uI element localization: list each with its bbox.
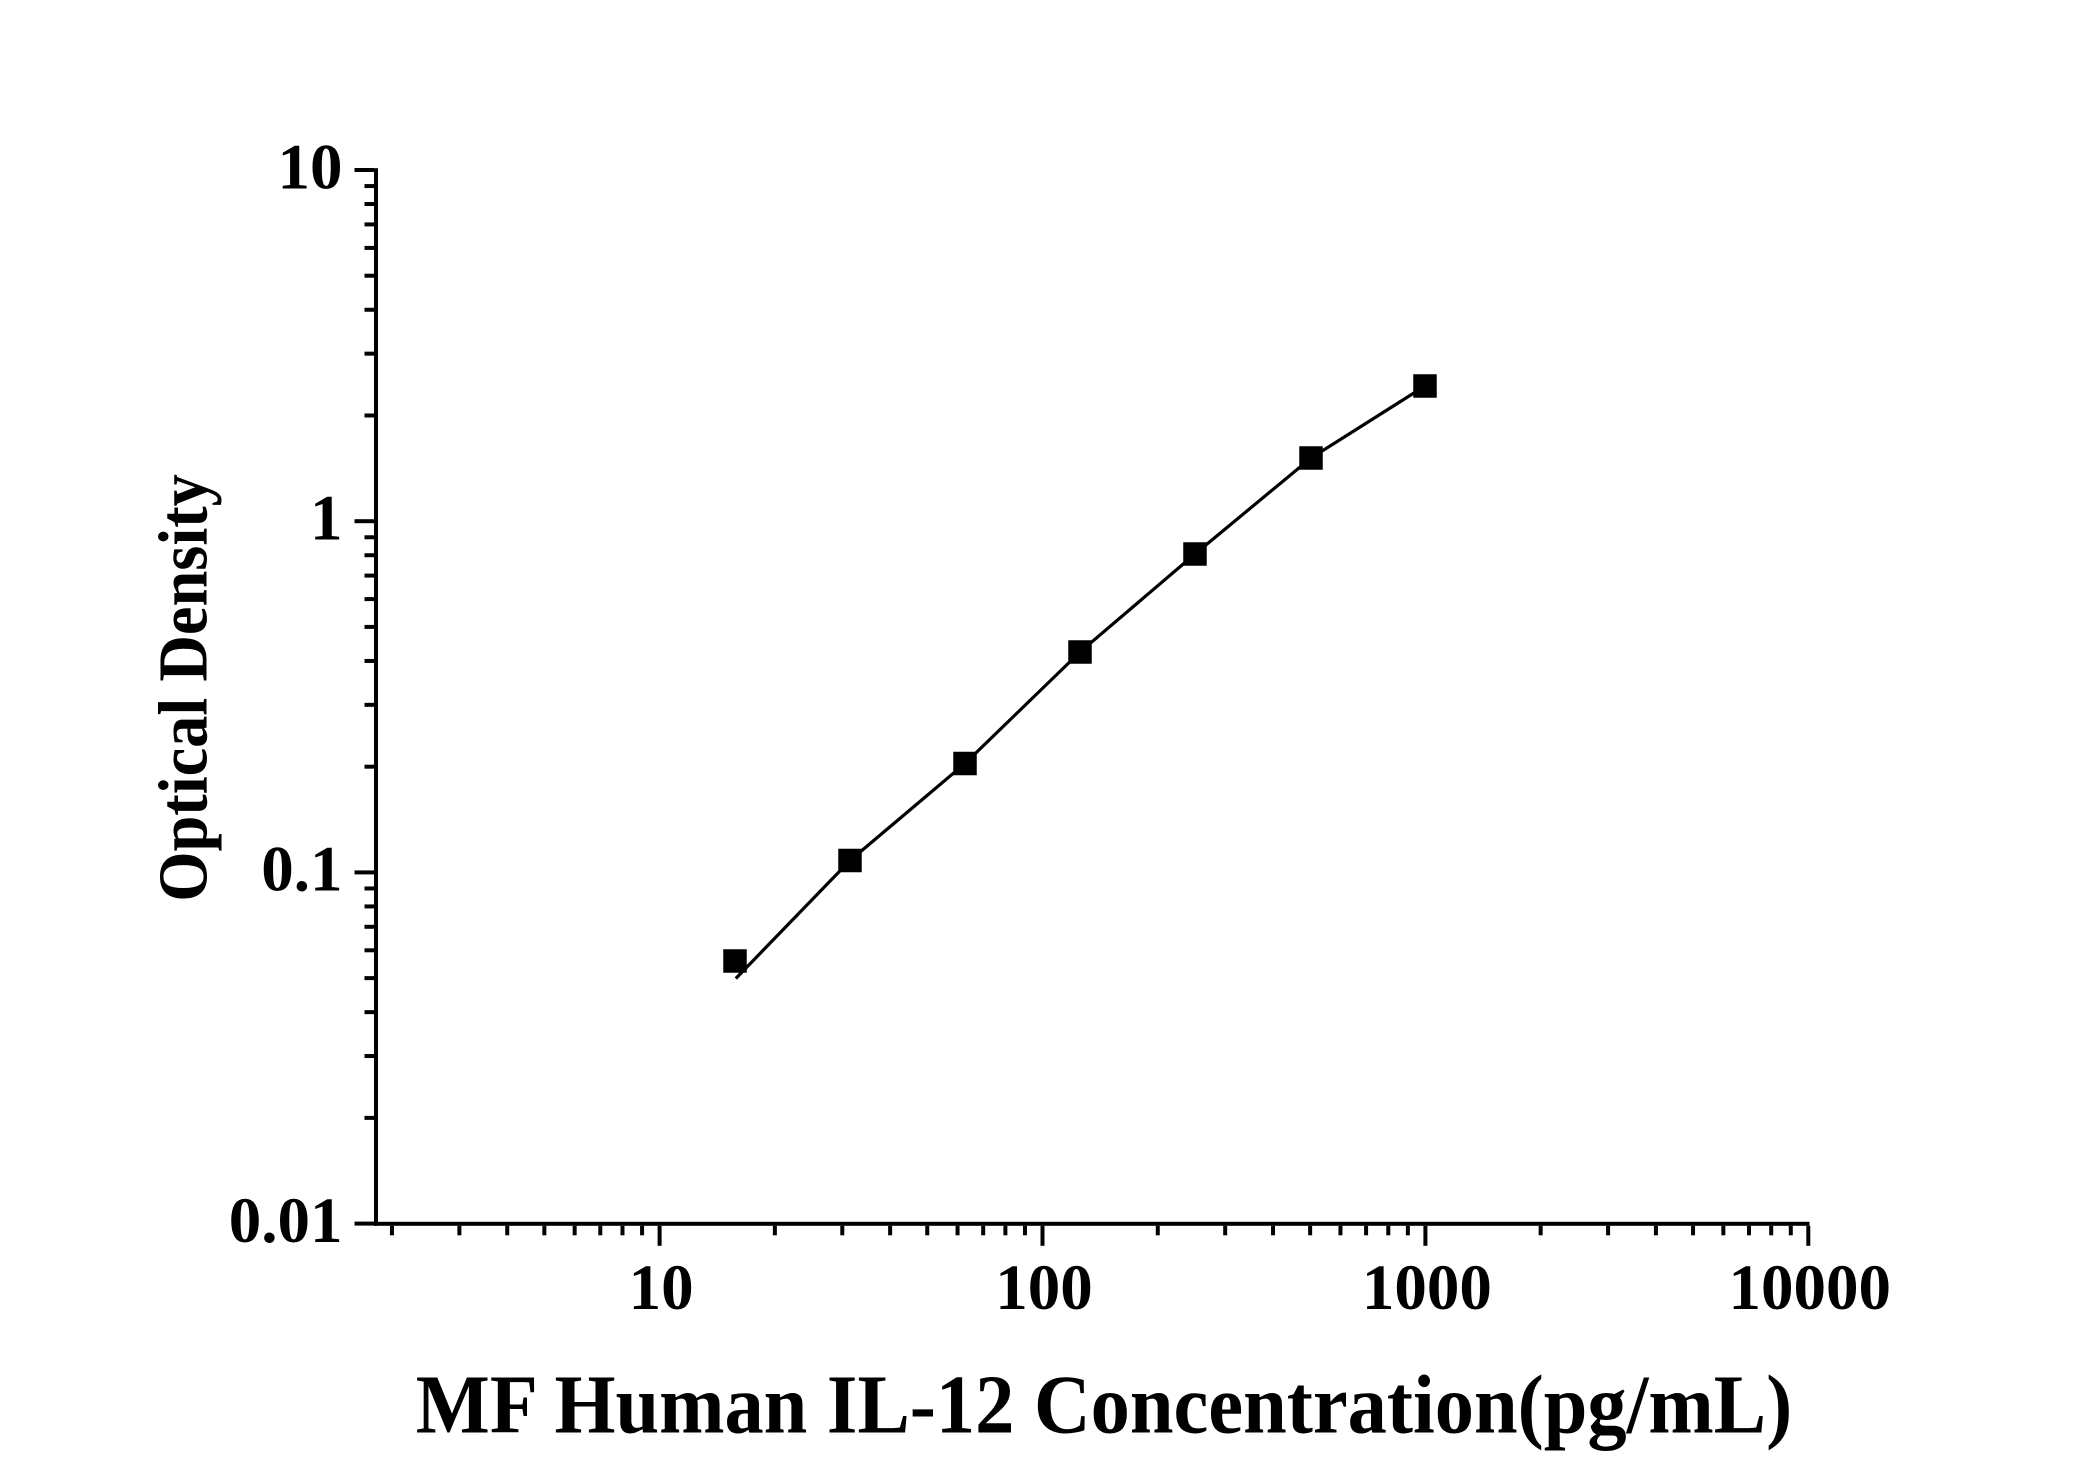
svg-text:10000: 10000 — [1729, 1252, 1892, 1324]
svg-text:1000: 1000 — [1362, 1252, 1492, 1324]
svg-text:10: 10 — [629, 1252, 694, 1324]
svg-text:Optical Density: Optical Density — [144, 474, 222, 901]
svg-text:MF Human IL-12 Concentration(p: MF Human IL-12 Concentration(pg/mL) — [416, 1358, 1792, 1451]
svg-text:0.01: 0.01 — [229, 1185, 343, 1257]
svg-text:1: 1 — [310, 483, 343, 555]
svg-text:10: 10 — [278, 131, 343, 203]
svg-text:100: 100 — [995, 1252, 1093, 1324]
svg-text:0.1: 0.1 — [261, 834, 342, 906]
